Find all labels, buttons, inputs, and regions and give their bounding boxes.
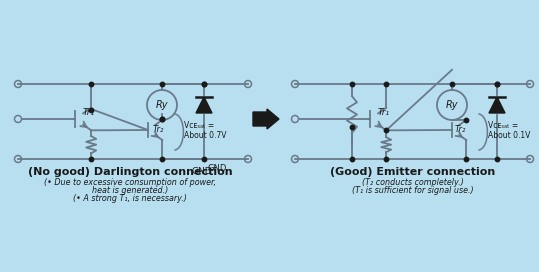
Text: (T₂ conducts completely.): (T₂ conducts completely.) <box>362 178 464 187</box>
Text: (• Due to excessive consumption of power,: (• Due to excessive consumption of power… <box>44 178 216 187</box>
Text: (No good) Darlington connection: (No good) Darlington connection <box>27 167 232 177</box>
Text: Tr₁: Tr₁ <box>83 108 95 117</box>
Text: GND: GND <box>192 167 212 176</box>
Text: Vᴄᴇₛₐₜ =: Vᴄᴇₛₐₜ = <box>184 122 215 131</box>
Text: Ry: Ry <box>446 100 458 110</box>
Text: About 0.7V: About 0.7V <box>184 131 227 141</box>
Polygon shape <box>196 97 212 113</box>
Text: GND: GND <box>207 164 226 173</box>
Polygon shape <box>489 97 505 113</box>
Text: (Good) Emitter connection: (Good) Emitter connection <box>330 167 496 177</box>
Text: Tr₁: Tr₁ <box>378 108 390 117</box>
Text: (T₁ is sufficient for signal use.): (T₁ is sufficient for signal use.) <box>352 186 474 195</box>
Text: Tr₂: Tr₂ <box>153 125 164 134</box>
Text: About 0.1V: About 0.1V <box>488 131 531 141</box>
Text: Tr₂: Tr₂ <box>455 125 466 134</box>
Text: Ry: Ry <box>156 100 168 110</box>
Text: (• A strong T₁, is necessary.): (• A strong T₁, is necessary.) <box>73 194 187 203</box>
Text: Vᴄᴇₛₐₜ =: Vᴄᴇₛₐₜ = <box>488 122 519 131</box>
Text: heat is generated.): heat is generated.) <box>92 186 168 195</box>
FancyArrow shape <box>253 109 279 129</box>
